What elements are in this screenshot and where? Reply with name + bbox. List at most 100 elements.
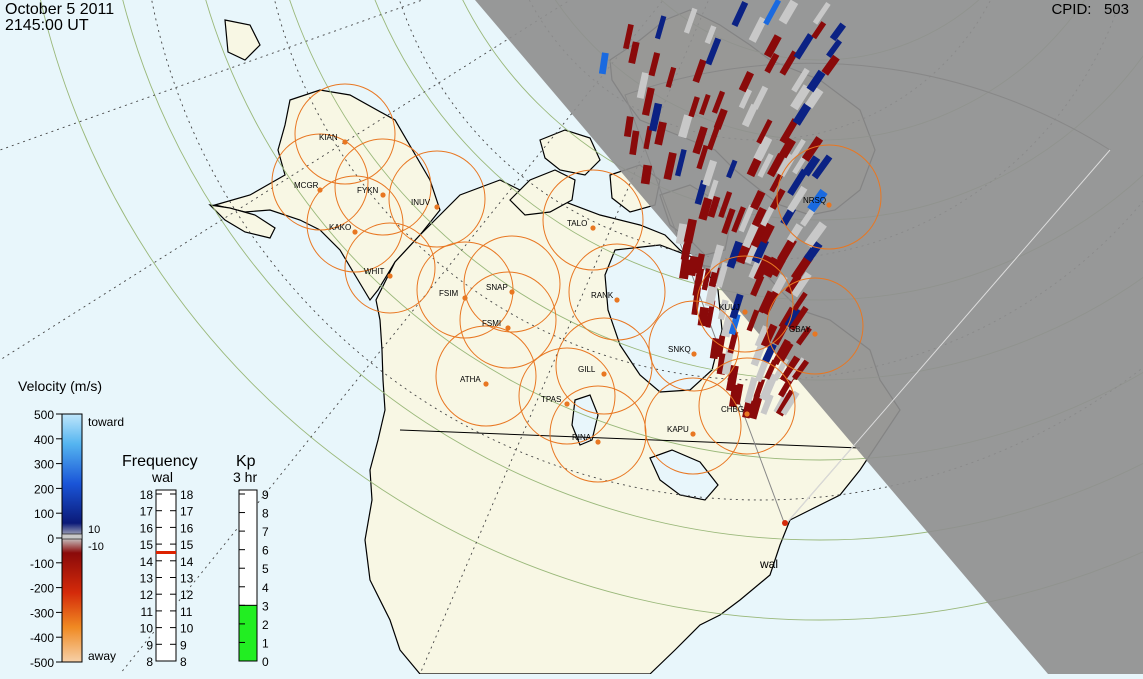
station-dot-gbay	[812, 331, 818, 337]
backscatter-cell	[699, 93, 711, 116]
backscatter-cell	[787, 168, 808, 196]
station-dot-kako	[352, 229, 358, 235]
backscatter-cell	[753, 135, 773, 162]
backscatter-cell	[786, 357, 806, 382]
station-fov-fsmi	[459, 271, 557, 369]
backscatter-cell	[754, 325, 770, 348]
kp-fill	[238, 604, 258, 662]
station-label-fykn: FYKN	[357, 186, 379, 195]
frequency-title: Frequency	[122, 453, 198, 470]
backscatter-cell	[701, 268, 712, 291]
backscatter-cell	[692, 59, 707, 83]
station-label-fsmi: FSMI	[482, 319, 501, 328]
backscatter-cell	[764, 359, 778, 380]
backscatter-cell	[756, 119, 773, 145]
backscatter-cell	[688, 96, 700, 118]
backscatter-cell	[800, 207, 816, 227]
backscatter-cell	[804, 221, 827, 248]
backscatter-cell	[779, 355, 801, 383]
backscatter-cell	[778, 137, 796, 159]
backscatter-cell	[786, 185, 808, 213]
kp-tick-label: 4	[262, 581, 269, 595]
kp-tick-label: 2	[262, 618, 269, 632]
station-dot-talo	[590, 225, 596, 231]
velocity-tick-label: 300	[34, 458, 54, 472]
backscatter-cell	[726, 159, 738, 179]
backscatter-cell	[760, 206, 775, 227]
backscatter-cell	[742, 221, 760, 249]
backscatter-cell	[793, 33, 814, 60]
radar-field-of-view	[624, 62, 1111, 526]
radar-label: wal	[759, 557, 778, 571]
frequency-tick-label-left: 17	[140, 505, 154, 519]
backscatter-cell	[829, 22, 847, 42]
backscatter-cell	[741, 103, 758, 128]
velocity-title: Velocity (m/s)	[18, 378, 102, 394]
station-dot-rina	[595, 439, 601, 445]
velocity-tick-label: 500	[34, 408, 54, 422]
kp-tick-label: 7	[262, 525, 269, 539]
backscatter-cell	[705, 37, 722, 66]
backscatter-cell	[791, 138, 806, 158]
backscatter-cell	[728, 313, 741, 336]
backscatter-cell	[760, 323, 778, 348]
kp-tick-label: 6	[262, 544, 269, 558]
backscatter-cell	[748, 16, 768, 43]
backscatter-cell	[735, 242, 752, 265]
velocity-tick-label: 200	[34, 482, 54, 496]
backscatter-cell	[709, 244, 725, 273]
great-lakes	[649, 449, 719, 501]
station-dot-nrsq	[826, 202, 832, 208]
velocity-legend: Velocity (m/s) 500 400 300 200 100 0 -100 -200 -…	[18, 378, 124, 670]
velocity-tick-label: -100	[30, 557, 54, 571]
magnetic-ring	[151, 0, 1143, 501]
backscatter-cell	[648, 102, 663, 132]
station-fov-nrsq	[776, 144, 882, 250]
backscatter-cell	[757, 153, 774, 178]
backscatter-cell	[769, 188, 786, 210]
velocity-tick-label: 0	[47, 532, 54, 546]
backscatter-cell	[750, 341, 767, 367]
backscatter-cell	[731, 206, 746, 233]
station-label-tpas: TPAS	[541, 395, 561, 404]
radar-site-marker	[782, 520, 788, 526]
backscatter-cell	[762, 342, 777, 363]
station-label-talo: TALO	[567, 219, 587, 228]
backscatter-cell	[750, 190, 766, 211]
backscatter-cell	[754, 359, 769, 383]
backscatter-cell	[678, 114, 693, 139]
frequency-tick-label-right: 11	[180, 605, 193, 619]
backscatter-cell	[640, 164, 653, 185]
latitude-ring	[205, 0, 1143, 461]
station-dot-inuv	[434, 204, 440, 210]
station-fov-mcgr	[271, 133, 369, 231]
backscatter-cell	[665, 66, 677, 88]
backscatter-cell	[788, 305, 809, 332]
station-label-kuuj: KUUJ	[719, 303, 740, 312]
frequency-tick-label-right: 18	[180, 488, 194, 502]
frequency-tick-label-left: 13	[140, 572, 154, 586]
station-label-kako: KAKO	[329, 223, 351, 232]
cpid-value: 503	[1103, 1, 1129, 18]
us-canada-border	[399, 429, 861, 449]
backscatter-cell	[694, 180, 708, 205]
station-dot-rank	[614, 297, 620, 303]
station-dot-chbg	[744, 411, 750, 417]
northern-landmass	[224, 19, 261, 61]
velocity-marker-low: -10	[88, 541, 104, 553]
backscatter-cell	[762, 287, 781, 316]
station-dot-kapu	[690, 431, 696, 437]
magnetic-meridian	[0, 0, 424, 151]
lake-winnipeg	[571, 394, 599, 446]
backscatter-cell	[801, 136, 824, 162]
backscatter-cell	[753, 378, 765, 399]
backscatter-cell	[708, 266, 720, 288]
backscatter-cell	[764, 52, 780, 74]
station-dot-snkq	[691, 351, 697, 357]
backscatter-cell	[598, 52, 609, 75]
frequency-tick-label-right: 16	[180, 521, 194, 535]
backscatter-cell	[636, 72, 650, 99]
backscatter-cell	[725, 364, 739, 392]
